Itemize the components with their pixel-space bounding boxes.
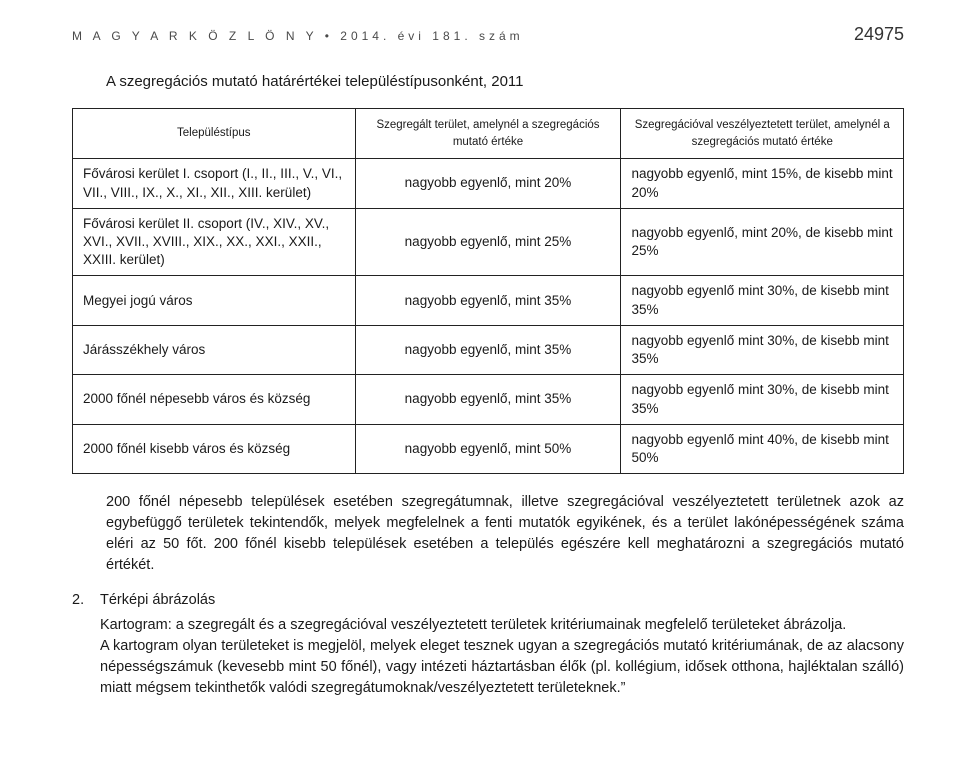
col-header-segregated: Szegregált terület, amelynél a szegregác… (355, 109, 621, 159)
cell-seg: nagyobb egyenlő, mint 35% (355, 325, 621, 374)
cell-seg: nagyobb egyenlő, mint 35% (355, 276, 621, 325)
cell-type: Járásszékhely város (73, 325, 356, 374)
cell-end: nagyobb egyenlő mint 30%, de kisebb mint… (621, 325, 904, 374)
section-line: Kartogram: a szegregált és a szegregáció… (100, 615, 904, 636)
cell-type: 2000 főnél népesebb város és község (73, 375, 356, 424)
table-header-row: Településtípus Szegregált terület, amely… (73, 109, 904, 159)
cell-type: Fővárosi kerület I. csoport (I., II., II… (73, 159, 356, 208)
cell-end: nagyobb egyenlő mint 30%, de kisebb mint… (621, 375, 904, 424)
header-publication: M A G Y A R K Ö Z L Ö N Y • 2014. évi 18… (72, 29, 524, 43)
section-line: A kartogram olyan területeket is megjelö… (100, 636, 904, 699)
header-page-number: 24975 (854, 24, 904, 45)
cell-seg: nagyobb egyenlő, mint 50% (355, 424, 621, 473)
table-row: Járásszékhely város nagyobb egyenlő, min… (73, 325, 904, 374)
table-row: Megyei jogú város nagyobb egyenlő, mint … (73, 276, 904, 325)
section-2: 2. Térképi ábrázolás Kartogram: a szegre… (72, 590, 904, 699)
cell-end: nagyobb egyenlő, mint 15%, de kisebb min… (621, 159, 904, 208)
cell-seg: nagyobb egyenlő, mint 20% (355, 159, 621, 208)
cell-type: Fővárosi kerület II. csoport (IV., XIV.,… (73, 208, 356, 276)
cell-type: Megyei jogú város (73, 276, 356, 325)
table-row: Fővárosi kerület II. csoport (IV., XIV.,… (73, 208, 904, 276)
col-header-type: Településtípus (73, 109, 356, 159)
cell-seg: nagyobb egyenlő, mint 25% (355, 208, 621, 276)
col-header-endangered: Szegregációval veszélyeztetett terület, … (621, 109, 904, 159)
cell-end: nagyobb egyenlő mint 30%, de kisebb mint… (621, 276, 904, 325)
table-title: A szegregációs mutató határértékei telep… (106, 73, 904, 90)
table-row: 2000 főnél népesebb város és község nagy… (73, 375, 904, 424)
section-title: Térképi ábrázolás (100, 590, 904, 611)
section-number: 2. (72, 590, 90, 699)
page-header: M A G Y A R K Ö Z L Ö N Y • 2014. évi 18… (72, 24, 904, 45)
segregation-table: Településtípus Szegregált terület, amely… (72, 108, 904, 474)
table-row: 2000 főnél kisebb város és község nagyob… (73, 424, 904, 473)
explanatory-paragraph: 200 főnél népesebb települések esetében … (106, 492, 904, 576)
cell-end: nagyobb egyenlő, mint 20%, de kisebb min… (621, 208, 904, 276)
cell-seg: nagyobb egyenlő, mint 35% (355, 375, 621, 424)
table-row: Fővárosi kerület I. csoport (I., II., II… (73, 159, 904, 208)
cell-type: 2000 főnél kisebb város és község (73, 424, 356, 473)
cell-end: nagyobb egyenlő mint 40%, de kisebb mint… (621, 424, 904, 473)
